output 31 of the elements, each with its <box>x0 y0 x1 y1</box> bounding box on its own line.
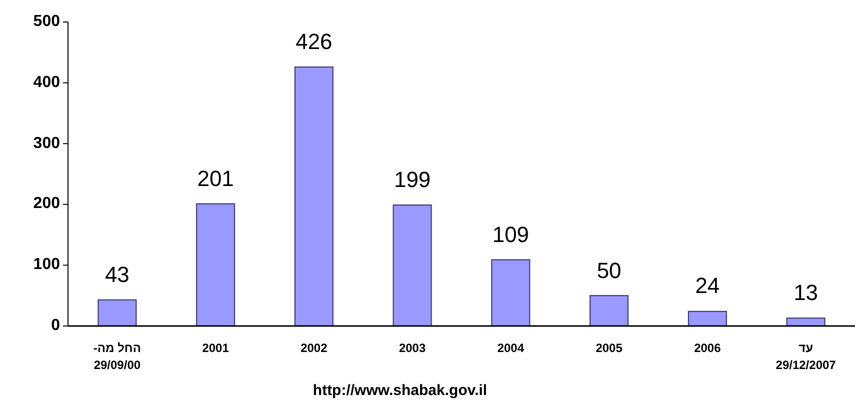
data-label: 24 <box>694 273 721 300</box>
data-label: 199 <box>392 167 432 193</box>
x-tick-label: 2003 <box>398 340 427 357</box>
bar <box>688 310 727 326</box>
data-label: 201 <box>196 166 235 192</box>
data-label: 43 <box>104 262 130 288</box>
data-label: 426 <box>294 28 334 55</box>
x-tick-label: החל מה- 29/09/00 <box>92 340 142 374</box>
y-tick-label: 100 <box>32 256 60 274</box>
y-tick-label: 0 <box>50 317 60 335</box>
x-tick-label: 2004 <box>496 340 526 357</box>
y-tick-label: 500 <box>32 13 60 31</box>
x-tick-label: 2005 <box>594 340 624 357</box>
data-label: 109 <box>491 222 530 248</box>
data-label: 50 <box>596 258 622 284</box>
y-tick-label: 200 <box>32 195 60 214</box>
bar <box>294 66 334 326</box>
x-tick-label: 2006 <box>693 340 722 357</box>
y-tick-label: 300 <box>32 134 60 153</box>
text: http://www.shabak.gov.il <box>312 382 488 399</box>
bar <box>392 204 432 326</box>
data-label: 13 <box>792 280 820 306</box>
bar <box>786 318 826 326</box>
x-tick-label: 2002 <box>300 340 328 357</box>
x-tick-label: עד 29/12/2007 <box>774 340 837 374</box>
x-tick-label: 2001 <box>201 340 230 357</box>
bar <box>491 259 530 326</box>
bar <box>196 203 236 326</box>
bar <box>590 295 629 326</box>
bar <box>98 299 137 326</box>
y-tick-label: 400 <box>32 74 60 92</box>
